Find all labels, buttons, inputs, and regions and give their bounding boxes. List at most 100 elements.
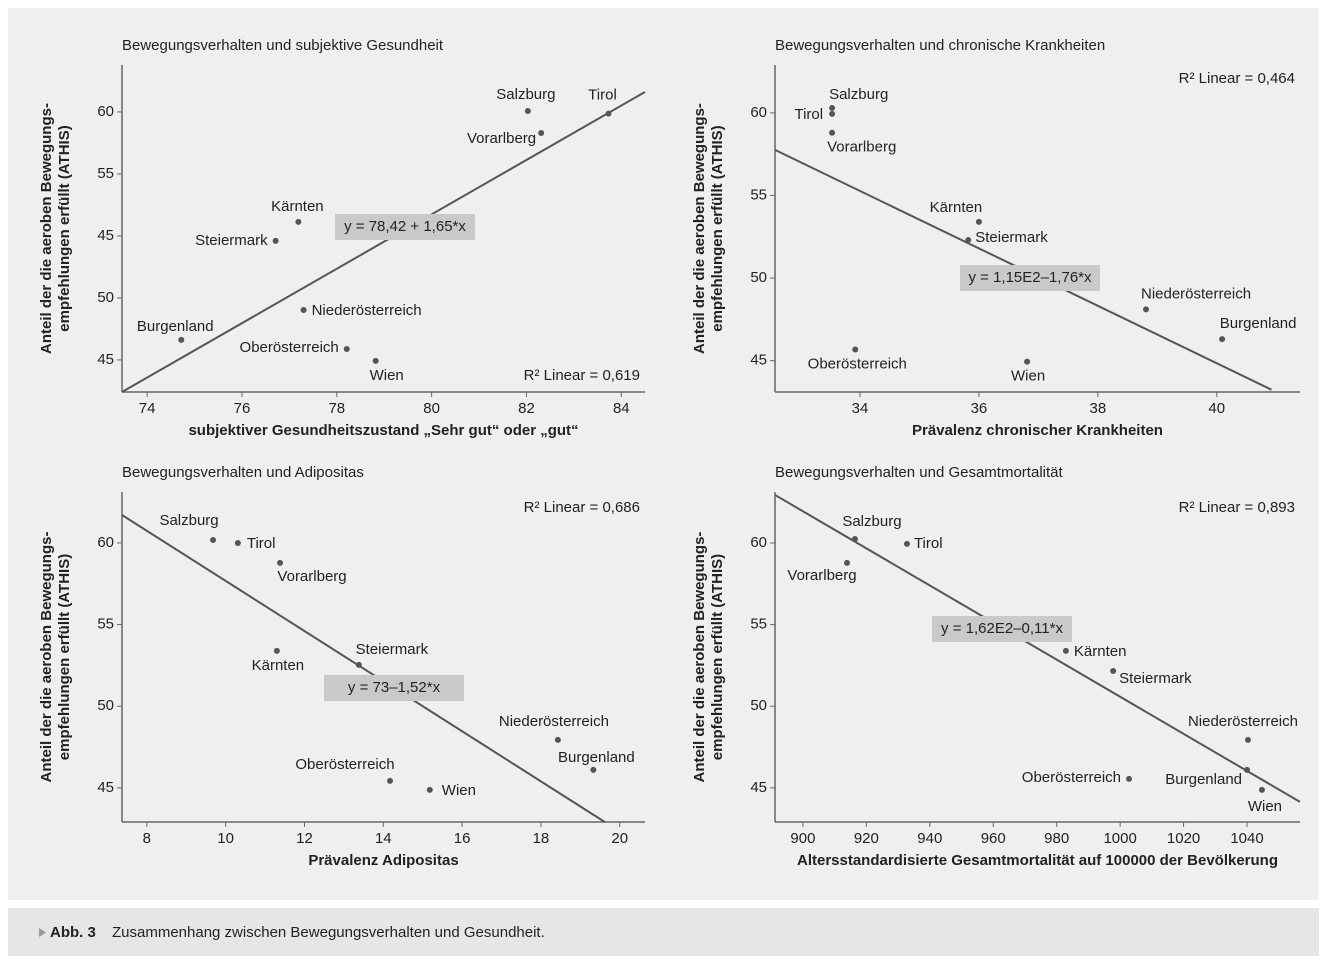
point-label: Kärnten — [252, 657, 305, 674]
x-tick-label: 1000 — [1103, 830, 1136, 847]
y-tick-label: 60 — [750, 534, 767, 551]
point — [965, 237, 972, 244]
x-tick-label: 12 — [296, 830, 313, 847]
point-label: Oberösterreich — [808, 356, 907, 373]
point — [590, 766, 597, 773]
point — [387, 777, 394, 784]
x-tick-label: 10 — [217, 830, 234, 847]
point — [852, 346, 859, 353]
y-axis-title: Anteil der die aeroben Bewegungs- — [38, 103, 55, 354]
point-label: Wien — [1248, 798, 1282, 815]
point — [1110, 667, 1117, 674]
y-tick-label: 50 — [750, 269, 767, 286]
caption-label: Abb. 3 — [50, 924, 96, 941]
y-tick-label: 50 — [97, 697, 114, 714]
y-axis-title: empfehlungen erfüllt (ATHIS) — [709, 554, 726, 760]
y-tick-label: 55 — [97, 616, 114, 633]
point — [178, 336, 185, 343]
y-tick-label: 45 — [97, 351, 114, 368]
y-tick-label: 60 — [750, 104, 767, 121]
point — [1143, 306, 1150, 313]
y-tick-label: 50 — [97, 289, 114, 306]
point — [829, 104, 836, 111]
point-label: Salzburg — [159, 512, 218, 529]
point-label: Burgenland — [1220, 315, 1297, 332]
point — [829, 110, 836, 117]
point — [1219, 336, 1226, 343]
equation: y = 73–1,52*x — [348, 679, 441, 696]
y-axis-title: Anteil der die aeroben Bewegungs- — [691, 103, 708, 354]
point — [372, 357, 379, 364]
point-label: Salzburg — [829, 86, 888, 103]
y-tick-label: 50 — [750, 697, 767, 714]
equation-box — [932, 616, 1072, 642]
chart-title: Bewegungsverhalten und subjektive Gesund… — [122, 37, 444, 54]
point-label: Oberösterreich — [295, 756, 394, 773]
y-tick-label: 55 — [750, 616, 767, 633]
y-tick-label: 45 — [97, 227, 114, 244]
point-label: Tirol — [247, 535, 276, 552]
trend-line — [121, 91, 646, 393]
x-tick-label: 1040 — [1230, 830, 1263, 847]
x-tick-label: 980 — [1044, 830, 1069, 847]
point — [829, 129, 836, 136]
caption-panel — [8, 908, 1319, 956]
y-tick-label: 60 — [97, 534, 114, 551]
point — [343, 346, 350, 353]
point-label: Niederösterreich — [1141, 285, 1251, 302]
point — [1258, 786, 1265, 793]
point-label: Niederösterreich — [312, 302, 422, 319]
point-label: Wien — [442, 782, 476, 799]
point-label: Burgenland — [558, 749, 635, 766]
r-squared: R² Linear = 0,893 — [1179, 499, 1295, 516]
x-tick-label: 82 — [518, 400, 535, 417]
point — [524, 107, 531, 114]
point-label: Niederösterreich — [499, 713, 609, 730]
point-label: Kärnten — [930, 199, 983, 216]
x-tick-label: 78 — [328, 400, 345, 417]
x-axis-title: Prävalenz Adipositas — [308, 852, 458, 869]
point-label: Kärnten — [271, 198, 324, 215]
point — [300, 307, 307, 314]
point-label: Wien — [370, 367, 404, 384]
y-axis-title: empfehlungen erfüllt (ATHIS) — [709, 125, 726, 331]
point-label: Wien — [1011, 368, 1045, 385]
y-axis-title: empfehlungen erfüllt (ATHIS) — [56, 554, 73, 760]
point — [426, 786, 433, 793]
x-tick-label: 8 — [143, 830, 151, 847]
equation: y = 78,42 + 1,65*x — [344, 218, 466, 235]
point-label: Salzburg — [842, 513, 901, 530]
x-axis-title: Altersstandardisierte Gesamtmortalität a… — [797, 852, 1278, 869]
point-label: Salzburg — [496, 86, 555, 103]
point-label: Burgenland — [1165, 771, 1242, 788]
point — [1024, 358, 1031, 365]
chart-title: Bewegungsverhalten und chronische Krankh… — [775, 37, 1105, 54]
x-tick-label: 960 — [981, 830, 1006, 847]
point — [273, 647, 280, 654]
x-tick-label: 84 — [613, 400, 630, 417]
point — [277, 559, 284, 566]
point — [975, 218, 982, 225]
x-axis-title: Prävalenz chronischer Krankheiten — [912, 422, 1163, 439]
x-tick-label: 920 — [854, 830, 879, 847]
point — [355, 661, 362, 668]
point — [851, 536, 858, 543]
x-tick-label: 940 — [917, 830, 942, 847]
x-tick-label: 76 — [234, 400, 251, 417]
x-tick-label: 20 — [611, 830, 628, 847]
chart-title: Bewegungsverhalten und Gesamtmortalität — [775, 464, 1063, 481]
y-tick-label: 55 — [750, 186, 767, 203]
point-label: Steiermark — [356, 641, 429, 658]
point-label: Vorarlberg — [277, 568, 346, 585]
point-label: Steiermark — [195, 232, 268, 249]
point-label: Oberösterreich — [240, 339, 339, 356]
point — [844, 559, 851, 566]
trend-line — [121, 514, 606, 823]
point-label: Tirol — [588, 87, 617, 104]
caption-marker — [39, 928, 46, 937]
y-axis-title: Anteil der die aeroben Bewegungs- — [691, 532, 708, 783]
point — [1126, 775, 1133, 782]
x-axis-title: subjektiver Gesundheitszustand „Sehr gut… — [188, 422, 578, 439]
